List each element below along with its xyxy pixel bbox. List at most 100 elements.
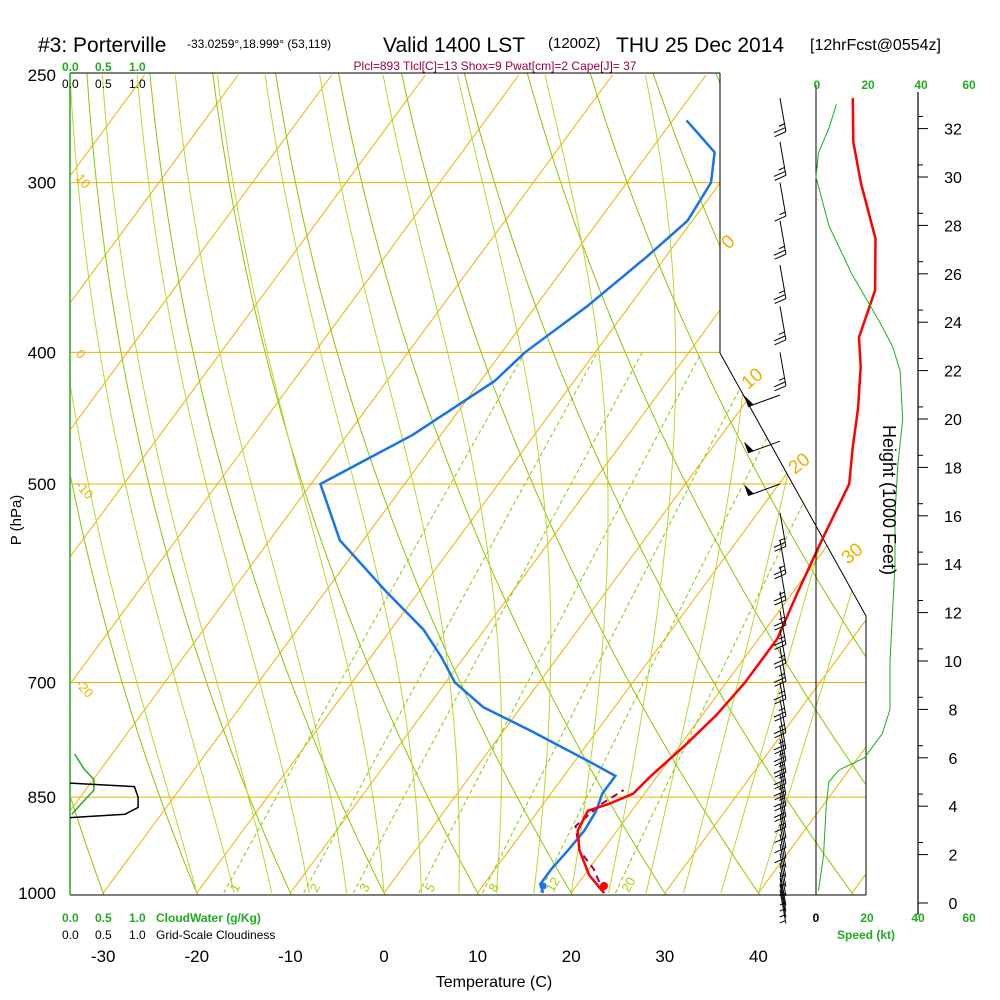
height-tick-label: 18	[944, 460, 962, 477]
cloudwater-scale-top-2: 1.0	[129, 60, 146, 74]
wind-barb	[774, 182, 787, 222]
height-tick-label: 8	[949, 702, 958, 719]
wind-barb	[773, 141, 787, 181]
wind-barb	[743, 394, 781, 408]
height-tick-label: 12	[944, 606, 962, 623]
thermodynamic-background	[70, 73, 866, 895]
isotherm-label: -20	[73, 677, 97, 701]
isotherm-right-label: 20	[785, 449, 815, 479]
cloudiness-legend: Grid-Scale Cloudiness	[156, 928, 275, 942]
temperature-tick-label: 0	[379, 947, 388, 966]
mixing-ratio-label: 8	[485, 881, 502, 895]
speed-tick-top: 20	[861, 78, 875, 92]
moist-adiabat-line	[544, 74, 609, 894]
speed-tick-bottom: 0	[813, 911, 820, 925]
wind-barb	[773, 750, 787, 790]
mixing-ratio-label: 5	[422, 881, 439, 895]
wind-barb	[773, 98, 787, 138]
wind-barb	[773, 306, 787, 346]
speed-tick-bottom: 60	[962, 911, 976, 925]
stability-indices: Plcl=893 Tlcl[C]=13 Shox=9 Pwat[cm]=2 Ca…	[354, 59, 637, 73]
wind-barb	[773, 264, 787, 305]
wind-barb	[773, 610, 787, 650]
pressure-tick-label: 250	[28, 66, 56, 85]
isotherm-line	[70, 74, 333, 894]
mixing-ratio-label: 12	[543, 874, 563, 894]
moist-adiabat-line	[217, 74, 385, 894]
mixing-ratio-label: 1	[227, 881, 244, 895]
wind-barb	[779, 883, 787, 918]
dry-adiabat-line	[70, 73, 210, 895]
moist-adiabat-line	[174, 74, 348, 894]
wind-barb	[773, 761, 787, 801]
pressure-tick-label: 500	[28, 475, 56, 494]
wind-barb	[779, 871, 787, 906]
pressure-tick-label: 300	[28, 174, 56, 193]
moist-adiabat-line	[101, 74, 273, 894]
moist-adiabat-line	[382, 74, 503, 894]
pressure-tick-label: 850	[28, 788, 56, 807]
dry-adiabat-line	[271, 73, 589, 895]
cloudiness-scale-2: 1.0	[129, 928, 146, 942]
temperature-tick-label: -20	[185, 947, 210, 966]
pressure-tick-label: 700	[28, 674, 56, 693]
dry-adiabat-line	[334, 73, 684, 895]
temperature-tick-label: 40	[749, 947, 768, 966]
isobars	[70, 182, 866, 798]
moist-adiabat-line	[264, 74, 422, 893]
speed-tick-top: 0	[814, 78, 821, 92]
y-axis-label: P (hPa)	[8, 495, 25, 546]
speed-tick-bottom: 40	[911, 911, 925, 925]
moist-adiabat-line	[720, 74, 866, 894]
height-tick-label: 4	[949, 799, 958, 816]
wind-barb	[773, 629, 787, 669]
wind-barb	[773, 540, 787, 580]
surface-temperature-marker	[599, 882, 608, 890]
isotherm-line	[757, 74, 866, 894]
cloudiness-scale-0: 0.0	[62, 928, 79, 942]
speed-tick-bottom: 20	[860, 911, 874, 925]
cloudiness-profile	[70, 782, 139, 819]
height-tick-label: 20	[944, 412, 962, 429]
wind-barb	[773, 738, 787, 778]
pressure-tick-label: 1000	[18, 884, 56, 903]
height-tick-label: 32	[944, 122, 962, 139]
moist-adiabat-line	[70, 74, 235, 894]
utc-time: (1200Z)	[548, 35, 601, 52]
height-tick-label: 2	[949, 848, 958, 865]
wind-barbs	[743, 98, 787, 924]
surface-dewpoint-marker	[539, 882, 547, 890]
cloudwater-legend: CloudWater (g/Kg)	[156, 911, 261, 925]
cloud-profiles	[70, 753, 139, 819]
wind-speed-profile	[815, 104, 904, 891]
height-axis-label: Height (1000 Feet)	[879, 425, 899, 575]
dry-adiabat-line	[520, 73, 866, 895]
isotherm-label: 0	[73, 346, 89, 361]
cloudwater-scale-0: 0.0	[62, 911, 79, 925]
wind-barb	[773, 512, 787, 552]
isotherm-line	[664, 74, 866, 894]
height-tick-label: 26	[944, 267, 962, 284]
moist-adiabat-line	[319, 74, 460, 893]
isotherm-right-label: 10	[738, 364, 768, 394]
wind-barb	[774, 814, 787, 854]
wind-barb	[743, 483, 781, 497]
mixing-ratio-line	[418, 352, 703, 894]
height-tick-label: 0	[949, 896, 958, 913]
dry-adiabat-line	[70, 73, 115, 895]
mixing-ratio-label: 3	[356, 881, 373, 895]
cloud-scale-top: 0.0 0.5 1.0 0.0 0.5 1.0	[62, 60, 146, 91]
mixing-ratio-label: 20	[618, 874, 638, 894]
height-tick-label: 30	[944, 170, 962, 187]
dry-adiabat-line	[396, 73, 779, 895]
height-tick-label: 28	[944, 218, 962, 235]
valid-time: Valid 1400 LST	[383, 34, 525, 57]
isotherm-label: 10	[73, 171, 94, 192]
isotherm-line	[851, 74, 866, 894]
x-axis-label: Temperature (C)	[436, 974, 552, 991]
mixing-ratio-line	[481, 352, 760, 894]
height-tick-label: 10	[944, 654, 962, 671]
